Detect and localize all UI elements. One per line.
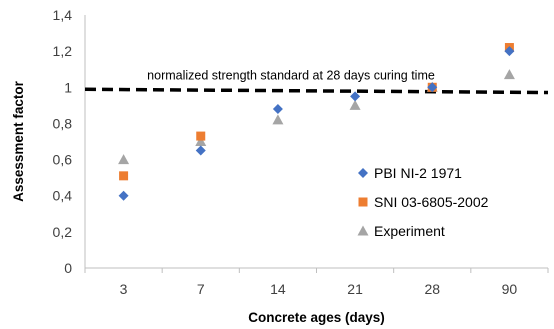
- data-point: [272, 114, 284, 125]
- data-point: [272, 103, 283, 114]
- legend-label: PBI NI-2 1971: [374, 165, 462, 181]
- data-point: [118, 154, 130, 165]
- reference-line-label: normalized strength standard at 28 days …: [147, 68, 435, 82]
- data-point: [195, 145, 206, 156]
- legend-marker: [358, 168, 368, 178]
- legend-label: Experiment: [374, 223, 445, 239]
- data-point: [349, 99, 361, 110]
- data-point: [195, 136, 207, 146]
- legend: PBI NI-2 1971 SNI 03-6805-2002 Experiment: [357, 165, 489, 239]
- y-tick-label: 0: [64, 260, 72, 276]
- x-tick-label: 3: [120, 281, 128, 297]
- data-point: [504, 46, 515, 57]
- legend-marker: [358, 197, 368, 207]
- y-tick-label: 0,2: [53, 224, 73, 240]
- data-point: [118, 190, 129, 201]
- x-tick-label: 21: [347, 281, 363, 297]
- y-axis-title: Assessment factor: [11, 80, 26, 202]
- x-axis-title: Concrete ages (days): [248, 310, 385, 325]
- x-tick-label: 28: [424, 281, 440, 297]
- y-tick-label: 0,8: [53, 115, 73, 131]
- reference-line: [84, 87, 549, 95]
- y-tick-label: 1,4: [53, 7, 73, 23]
- y-tick-label: 0,6: [53, 152, 73, 168]
- data-point: [427, 82, 438, 93]
- data-point: [503, 69, 515, 80]
- y-tick-label: 1,2: [53, 43, 73, 59]
- data-points: [118, 43, 515, 201]
- y-tick-label: 0,4: [53, 188, 73, 204]
- data-point: [350, 91, 361, 102]
- legend-label: SNI 03-6805-2002: [374, 194, 489, 210]
- y-tick-label: 1: [64, 79, 72, 95]
- legend-marker: [357, 225, 369, 236]
- x-tick-label: 14: [270, 281, 286, 297]
- data-point: [119, 171, 129, 181]
- y-tick-labels: 0 0,2 0,4 0,6 0,8 1 1,2 1,4: [53, 7, 73, 276]
- x-tick-label: 7: [197, 281, 205, 297]
- x-tick-label: 90: [502, 281, 518, 297]
- data-point: [196, 131, 206, 141]
- x-tick-labels: 3 7 14 21 28 90: [84, 268, 549, 297]
